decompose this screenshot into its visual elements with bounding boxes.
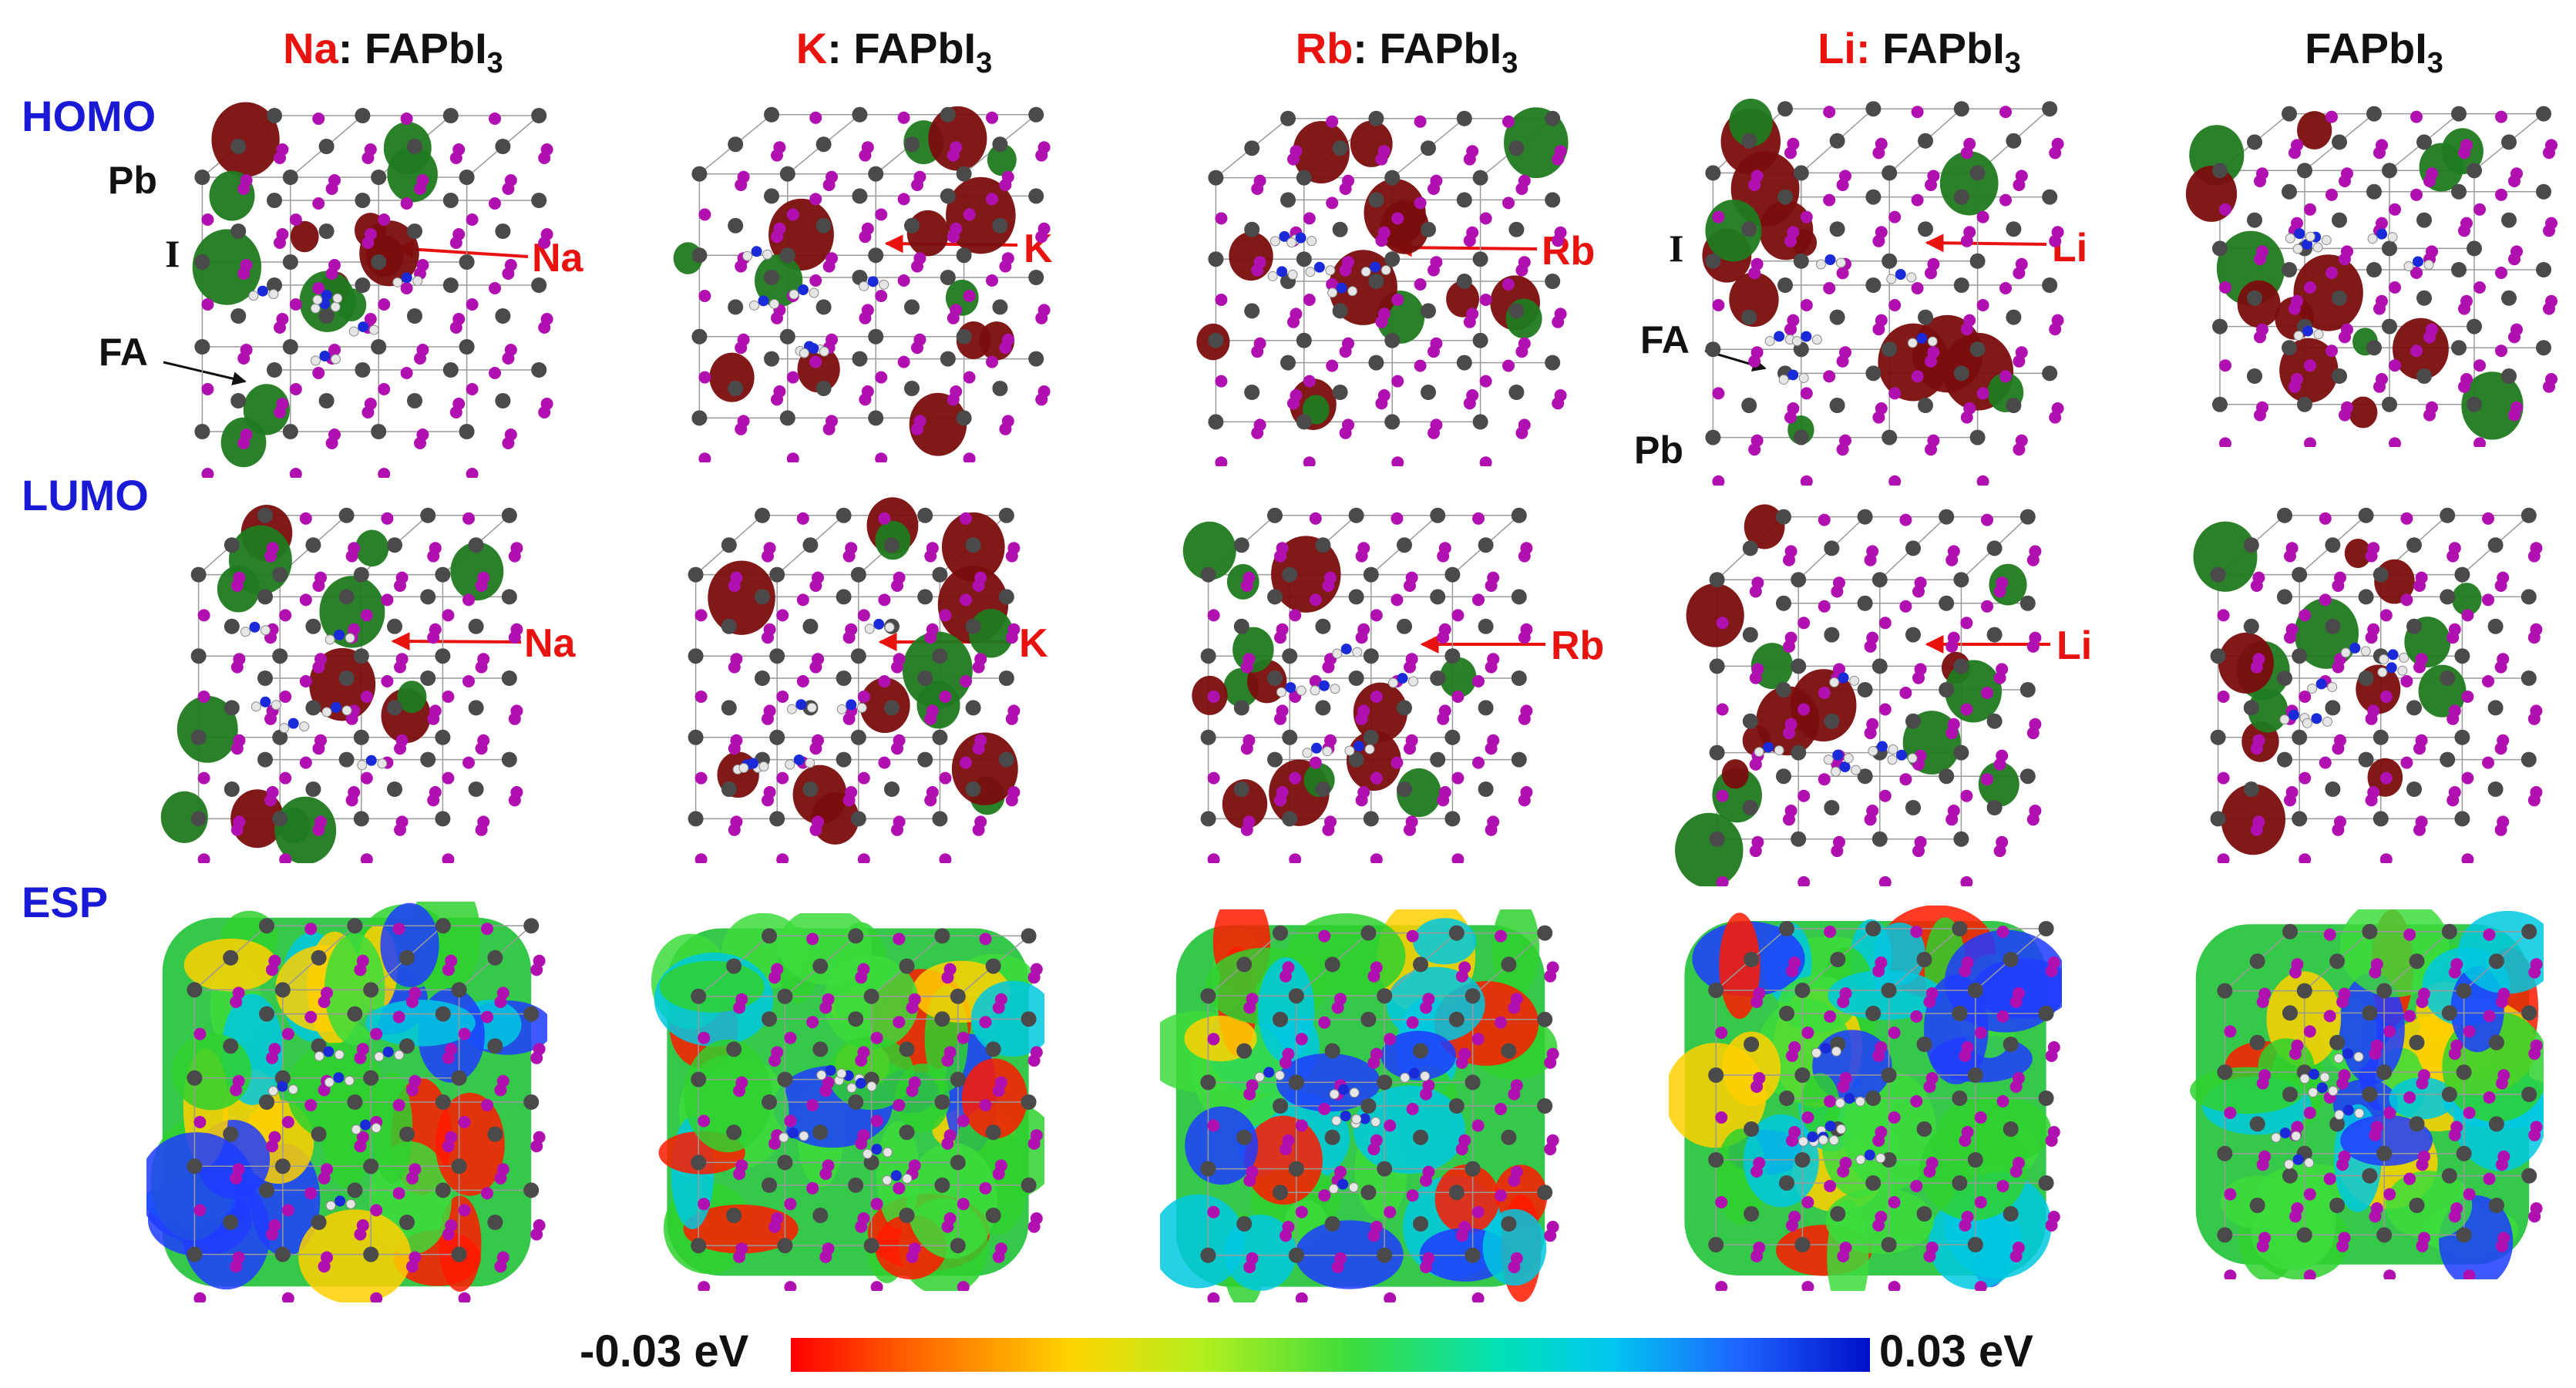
arrow-label-li-lumo: Li [2056,623,2093,668]
leader-fa [163,361,247,386]
arrow-label-rb-lumo: Rb [1551,623,1605,668]
colorbar-min-label: -0.03 eV [580,1326,749,1376]
arrow-label-k-lumo: K [1019,621,1048,666]
atom-label-pb-li: Pb [1634,428,1683,472]
atom-label-i-li: I [1669,227,1684,270]
colorbar-max-label: 0.03 eV [1879,1326,2033,1376]
esp-panel-pristine [2190,909,2544,1279]
homo-panel-li [1702,98,2064,486]
atom-label-fa: FA [99,331,148,374]
lumo-panel-rb [1182,507,1533,863]
column-title-pristine: FAPbI3 [2305,24,2443,79]
column-title-rb: Rb: FAPbI3 [1295,24,1518,79]
esp-panel-li [1669,906,2062,1291]
arrow-na-lumo [391,632,522,651]
esp-panel-na [146,902,547,1302]
row-label-homo: HOMO [22,92,156,140]
arrow-label-rb-homo: Rb [1542,229,1596,274]
homo-panel-k [673,106,1051,462]
row-label-esp: ESP [22,878,109,926]
row-label-lumo: LUMO [22,471,149,519]
esp-panel-k [651,913,1044,1291]
atom-label-pb: Pb [108,159,157,202]
arrow-li-homo [1925,234,2047,253]
esp-panel-rb [1160,909,1559,1302]
esp-colorbar [791,1338,1870,1372]
lumo-panel-k [688,497,1021,863]
column-title-k: K: FAPbI3 [795,24,993,79]
homo-panel-rb [1196,107,1569,466]
homo-panel-na [192,102,553,478]
atom-label-i: I [165,232,180,275]
column-title-na: Na: FAPbI3 [283,24,503,79]
lumo-panel-pristine [2193,507,2543,863]
homo-panel-pristine [2185,106,2558,447]
arrow-label-na-lumo: Na [524,621,576,666]
column-title-li: Li: FAPbI3 [1818,24,2021,79]
atom-label-fa-li: FA [1640,318,1690,361]
lumo-panel-na [160,505,523,863]
lumo-panel-li [1675,504,2042,886]
